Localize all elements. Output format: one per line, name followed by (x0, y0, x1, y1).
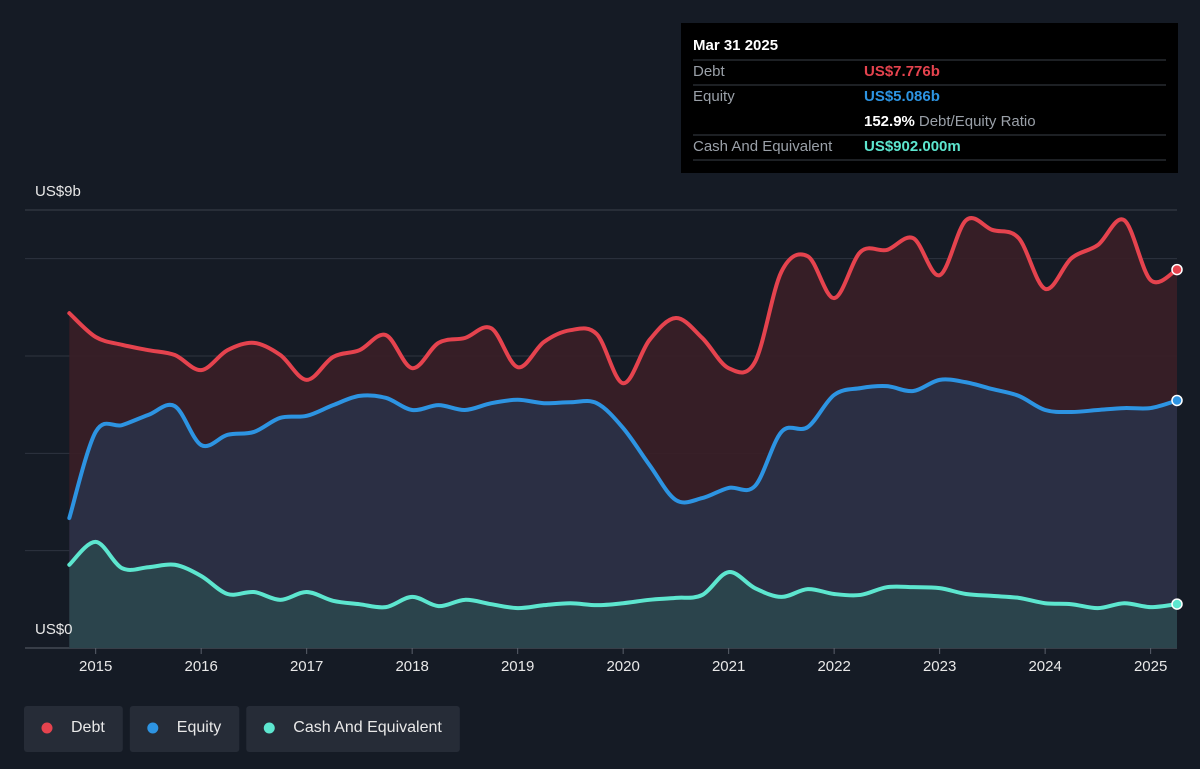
tooltip-box (681, 23, 1178, 173)
tooltip-date: Mar 31 2025 (693, 37, 778, 54)
tooltip-value: US$5.086b (864, 88, 940, 105)
tooltip-label: Equity (693, 88, 735, 105)
x-tick-label: 2017 (290, 658, 323, 675)
x-tick-label: 2016 (184, 658, 217, 675)
tooltip-value: US$7.776b (864, 63, 940, 80)
line (67, 539, 1179, 611)
tooltip-ratio: 152.9% Debt/Equity Ratio (864, 113, 1036, 130)
y-tick-label: US$0 (35, 621, 73, 638)
ratio-value: 152.9% (864, 113, 915, 130)
legend-label[interactable]: Equity (177, 719, 221, 736)
y-tick-label: US$9b (35, 183, 81, 200)
x-tick-label: 2019 (501, 658, 534, 675)
line (67, 216, 1179, 386)
tooltip-value: US$902.000m (864, 138, 961, 155)
end-point (1171, 263, 1183, 276)
x-tick-label: 2015 (79, 658, 112, 675)
legend-item[interactable]: Equity (129, 706, 240, 752)
legend: Debt Equity Cash And Equivalent (24, 706, 460, 752)
legend-button[interactable] (129, 706, 240, 752)
end-point (1171, 394, 1183, 407)
legend-item[interactable]: Cash And Equivalent (246, 706, 460, 752)
ratio-label: Debt/Equity Ratio (919, 113, 1036, 130)
x-tick-label: 2018 (395, 658, 428, 675)
tooltip-label: Debt (693, 63, 726, 80)
x-tick-label: 2022 (817, 658, 850, 675)
x-tick-label: 2021 (712, 658, 745, 675)
legend-swatch (147, 722, 159, 734)
tooltip-label: Cash And Equivalent (693, 138, 833, 155)
x-tick-label: 2024 (1028, 658, 1061, 675)
legend-button[interactable] (246, 706, 460, 752)
x-tick-label: 2025 (1134, 658, 1167, 675)
legend-button[interactable] (24, 706, 123, 752)
x-tick-label: 2023 (923, 658, 956, 675)
legend-label[interactable]: Cash And Equivalent (293, 719, 442, 736)
end-point (1171, 598, 1183, 610)
legend-item[interactable]: Debt (24, 706, 123, 752)
area (69, 541, 1177, 648)
legend-label[interactable]: Debt (71, 719, 105, 736)
legend-swatch (263, 722, 275, 734)
legend-swatch (41, 722, 53, 734)
tooltip: Mar 31 2025 Debt US$7.776b Equity US$5.086b 1… (681, 23, 1178, 173)
line (67, 377, 1179, 521)
x-tick-label: 2020 (606, 658, 639, 675)
area (69, 379, 1177, 648)
